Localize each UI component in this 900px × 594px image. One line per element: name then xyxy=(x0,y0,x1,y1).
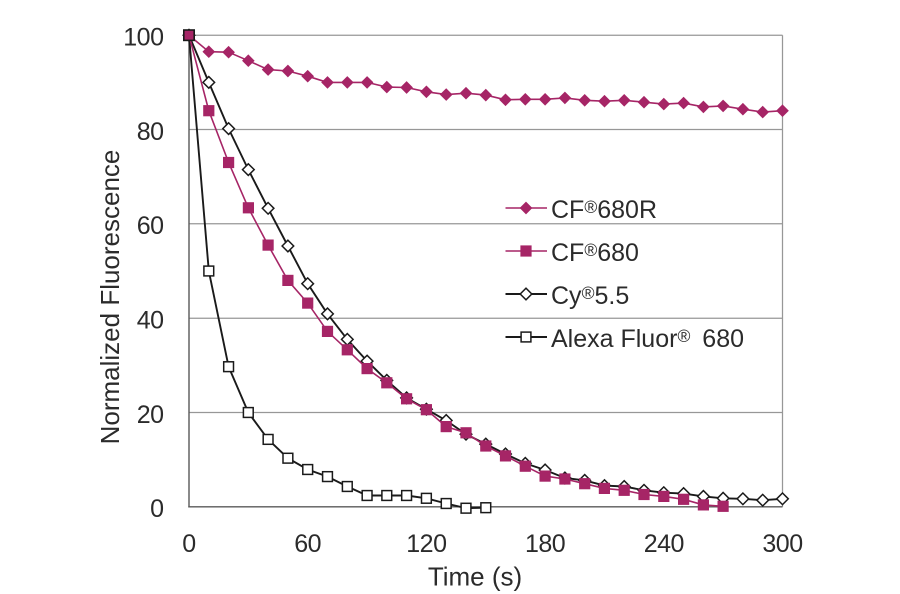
svg-text:240: 240 xyxy=(644,530,684,558)
svg-text:120: 120 xyxy=(406,530,446,558)
svg-text:CF®680R: CF®680R xyxy=(551,196,657,224)
svg-text:0: 0 xyxy=(182,530,195,558)
svg-text:60: 60 xyxy=(294,530,321,558)
svg-text:20: 20 xyxy=(137,401,164,429)
svg-text:Time (s): Time (s) xyxy=(428,562,522,592)
svg-text:100: 100 xyxy=(123,24,163,52)
svg-text:40: 40 xyxy=(137,307,164,335)
svg-text:60: 60 xyxy=(137,212,164,240)
svg-text:80: 80 xyxy=(137,118,164,146)
svg-text:Alexa Fluor® 680: Alexa Fluor® 680 xyxy=(551,325,744,353)
svg-text:300: 300 xyxy=(762,530,802,558)
svg-text:Normalized Fluorescence: Normalized Fluorescence xyxy=(95,150,125,445)
svg-text:180: 180 xyxy=(525,530,565,558)
svg-text:0: 0 xyxy=(150,495,163,523)
